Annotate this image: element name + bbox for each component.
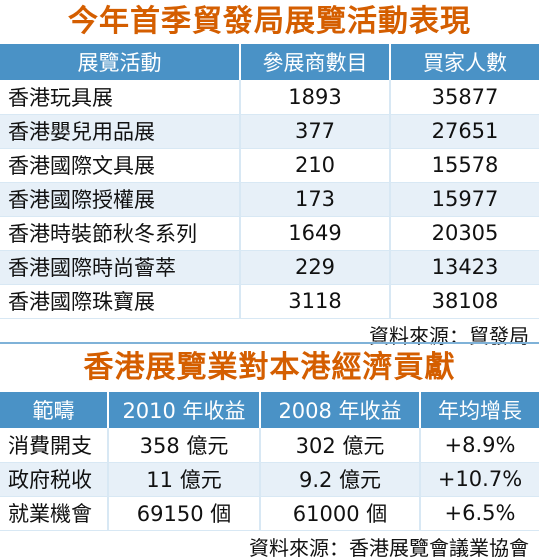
value-2008: 61000 個 xyxy=(260,496,421,531)
header-exhibitors: 參展商數目 xyxy=(240,44,391,80)
exhibition-name: 香港玩具展 xyxy=(0,80,241,115)
table-header-row: 範疇 2010 年收益 2008 年收益 年均增長 xyxy=(0,392,539,428)
value-2010: 69150 個 xyxy=(108,496,261,531)
header-exhibition: 展覽活動 xyxy=(0,44,241,80)
source-note: 資料來源：貿發局 xyxy=(0,318,539,350)
header-growth: 年均增長 xyxy=(420,392,539,428)
table-row: 就業機會 69150 個 61000 個 +6.5% xyxy=(0,496,539,531)
table-row: 政府税收 11 億元 9.2 億元 +10.7% xyxy=(0,462,539,497)
exhibitor-count: 1649 xyxy=(240,216,391,251)
table-row: 香港國際文具展 210 15578 xyxy=(0,148,539,183)
exhibition-name: 香港國際珠寶展 xyxy=(0,284,241,319)
buyer-count: 27651 xyxy=(390,114,539,149)
exhibition-name: 香港國際授權展 xyxy=(0,182,241,217)
exhibitor-count: 229 xyxy=(240,250,391,285)
exhibition-name: 香港國際時尚薈萃 xyxy=(0,250,241,285)
header-2010: 2010 年收益 xyxy=(108,392,261,428)
buyer-count: 35877 xyxy=(390,80,539,115)
title-exhibition-performance: 今年首季貿發局展覽活動表現 xyxy=(68,4,471,39)
value-2008: 9.2 億元 xyxy=(260,462,421,497)
table-row: 香港玩具展 1893 35877 xyxy=(0,80,539,115)
table-row: 香港國際珠寶展 3118 38108 xyxy=(0,284,539,319)
exhibitor-count: 1893 xyxy=(240,80,391,115)
category-name: 政府税收 xyxy=(0,462,109,497)
growth-rate: +6.5% xyxy=(420,496,539,531)
header-buyers: 買家人數 xyxy=(390,44,539,80)
source-note: 資料來源：香港展覽會議業協會 xyxy=(0,530,539,560)
exhibitor-count: 377 xyxy=(240,114,391,149)
exhibition-name: 香港時裝節秋冬系列 xyxy=(0,216,241,251)
exhibitor-count: 210 xyxy=(240,148,391,183)
table-row: 香港時裝節秋冬系列 1649 20305 xyxy=(0,216,539,251)
source-row: 資料來源：貿發局 xyxy=(0,318,539,350)
table-row: 香港嬰兒用品展 377 27651 xyxy=(0,114,539,149)
table-header-row: 展覽活動 參展商數目 買家人數 xyxy=(0,44,539,80)
table-row: 香港國際時尚薈萃 229 13423 xyxy=(0,250,539,285)
header-2008: 2008 年收益 xyxy=(260,392,421,428)
exhibitor-count: 3118 xyxy=(240,284,391,319)
exhibitor-count: 173 xyxy=(240,182,391,217)
exhibition-name: 香港國際文具展 xyxy=(0,148,241,183)
category-name: 就業機會 xyxy=(0,496,109,531)
source-row: 資料來源：香港展覽會議業協會 xyxy=(0,530,539,560)
title-economic-contribution: 香港展覽業對本港經濟貢獻 xyxy=(83,350,456,385)
growth-rate: +10.7% xyxy=(420,462,539,497)
value-2008: 302 億元 xyxy=(260,428,421,463)
exhibition-name: 香港嬰兒用品展 xyxy=(0,114,241,149)
category-name: 消費開支 xyxy=(0,428,109,463)
buyer-count: 20305 xyxy=(390,216,539,251)
header-category: 範疇 xyxy=(0,392,109,428)
table-row: 香港國際授權展 173 15977 xyxy=(0,182,539,217)
economic-contribution-table: 範疇 2010 年收益 2008 年收益 年均增長 消費開支 358 億元 30… xyxy=(0,392,539,560)
table-row: 消費開支 358 億元 302 億元 +8.9% xyxy=(0,428,539,463)
value-2010: 11 億元 xyxy=(108,462,261,497)
buyer-count: 13423 xyxy=(390,250,539,285)
exhibition-table: 展覽活動 參展商數目 買家人數 香港玩具展 1893 35877 香港嬰兒用品展… xyxy=(0,44,539,350)
buyer-count: 38108 xyxy=(390,284,539,319)
section-divider xyxy=(0,342,539,344)
buyer-count: 15977 xyxy=(390,182,539,217)
value-2010: 358 億元 xyxy=(108,428,261,463)
growth-rate: +8.9% xyxy=(420,428,539,463)
buyer-count: 15578 xyxy=(390,148,539,183)
